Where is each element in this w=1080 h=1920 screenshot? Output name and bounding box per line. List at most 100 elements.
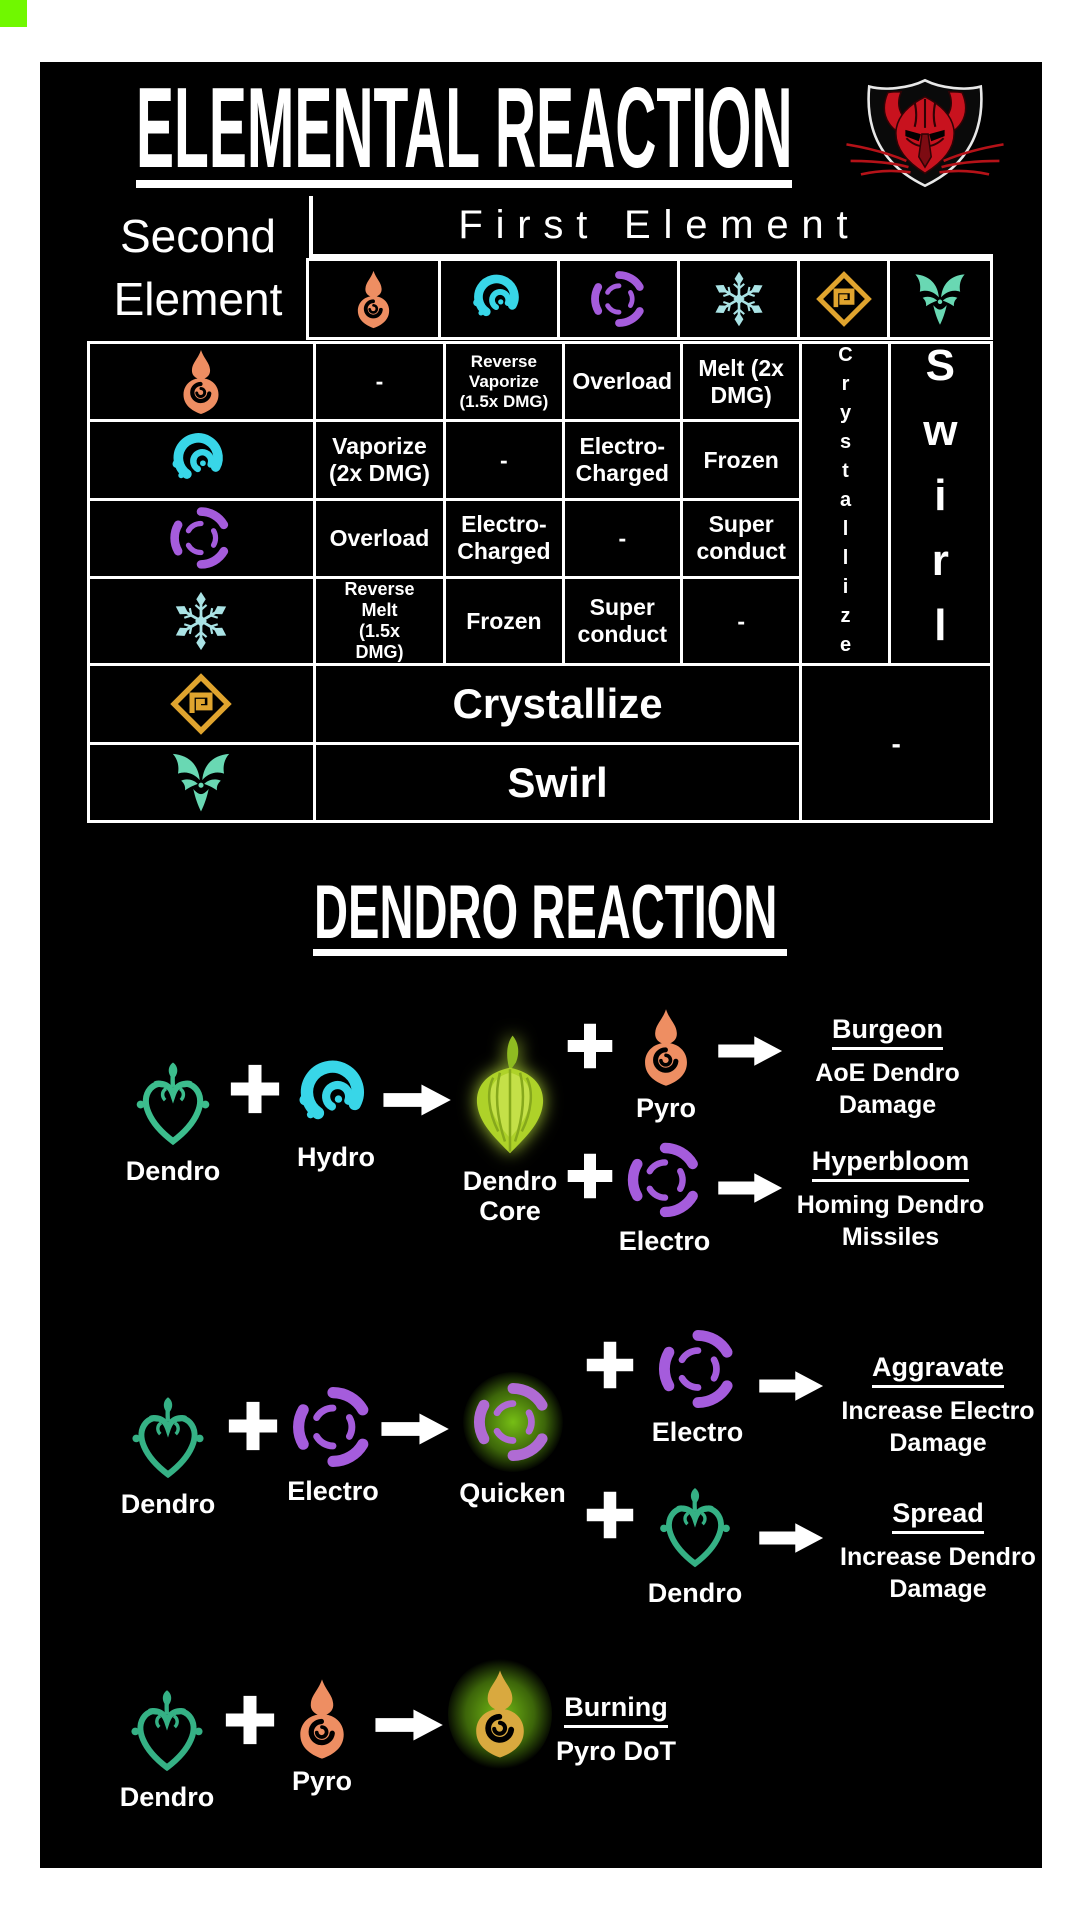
green-glow [448,1658,552,1770]
table-cell-hydro-hydro: - [446,422,562,498]
element-label: Electro [651,1417,744,1447]
plus-icon [229,1063,281,1115]
page-title: ELEMENTAL REACTION [136,65,793,192]
reaction-description: Pyro DoT [555,1736,676,1766]
element-label: Electro [618,1226,711,1256]
dendro-icon [125,1387,211,1483]
arrow-right-icon [752,1368,832,1404]
reaction-description: Homing Dendro Missiles [796,1191,985,1251]
green-glow [462,1372,563,1472]
geo-icon [815,270,873,328]
chain1-dendro-core: Dendro Core [452,1034,568,1226]
plus-icon [585,1340,635,1390]
table-cell-electro-hydro: Electro-Charged [446,500,562,577]
reaction-description: Increase Dendro Damage [840,1543,1036,1603]
table-cell-pyro-hydro: Reverse Vaporize (1.5x DMG) [446,344,562,420]
hydro-icon [295,1054,377,1136]
electro-icon [656,1327,740,1411]
chain1-hydro: Hydro [281,1054,391,1172]
table-cell-cryo-hydro: Frozen [446,579,562,664]
chain3-pyro: Pyro [272,1678,372,1796]
hydro-column-header [440,261,558,337]
reaction-table: - Reverse Vaporize (1.5x DMG) Overload M… [87,341,993,823]
hyperbloom-result: Hyperbloom Homing Dendro Missiles [788,1146,993,1253]
chain1-dendro: Dendro [118,1052,228,1186]
electro-icon [290,1384,376,1470]
table-cell-hydro-pyro: Vaporize (2x DMG) [315,422,444,498]
crystallize-row-cell: Crystallize [315,666,800,742]
geo-icon [169,672,233,736]
element-label: Quicken [459,1478,566,1508]
reaction-description: Increase Electro Damage [841,1397,1035,1457]
burning-icon [466,1669,534,1759]
electro-icon [625,1140,705,1220]
dendro-core-icon [468,1034,552,1160]
pyro-icon [176,349,226,415]
arrow-right-icon [752,1520,832,1556]
table-cell-pyro-electro: Overload [564,344,680,420]
dendro-section-title: DENDRO REACTION [314,870,778,955]
anemo-icon [169,750,233,814]
chain2-branch-dendro: Dendro [640,1478,750,1608]
second-element-header-line1: Second [119,210,276,262]
plus-icon [224,1694,276,1746]
table-cell-cryo-electro: Super conduct [564,579,680,664]
green-corner-square [0,0,27,27]
chain1-branch-pyro: Pyro [616,1008,716,1123]
geo-anemo-dash-cell: - [802,666,990,820]
spread-result: Spread Increase Dendro Damage [838,1498,1038,1605]
reaction-name: Spread [892,1498,984,1534]
pyro-row-header [90,344,313,420]
table-cell-cryo-pyro: Reverse Melt (1.5x DMG) [315,579,444,664]
red-demon-shield-logo-icon [846,78,1004,188]
pyro-icon [291,1678,353,1760]
pyro-icon [351,270,396,329]
chain2-dendro: Dendro [113,1387,223,1519]
cryo-icon [170,590,232,652]
chain2-quicken-result: Quicken [455,1372,570,1508]
table-cell-electro-pyro: Overload [315,500,444,577]
table-cell-hydro-electro: Electro-Charged [564,422,680,498]
burgeon-result: Burgeon AoE Dendro Damage [795,1014,980,1121]
plus-icon [227,1400,279,1452]
table-cell-pyro-cryo: Melt (2x DMG) [682,344,800,420]
first-element-icon-row [306,258,993,340]
chain3-dendro: Dendro [112,1680,222,1812]
crystallize-vertical-cell: Crystallize [802,344,888,664]
swirl-vertical-cell: Swirl [890,341,990,666]
electro-icon [589,269,649,329]
quicken-icon [471,1380,555,1464]
table-cell-cryo-cryo: - [682,579,800,664]
plus-icon [585,1490,635,1540]
anemo-icon [912,271,968,327]
element-label: Dendro [647,1578,743,1608]
hydro-icon [470,270,528,328]
dendro-icon [129,1052,217,1150]
arrow-right-icon [712,1170,790,1206]
table-cell-electro-electro: - [564,500,680,577]
chain2-branch-electro: Electro [645,1327,750,1447]
table-cell-hydro-cryo: Frozen [682,422,800,498]
plus-icon [566,1152,614,1200]
table-cell-pyro-pyro: - [315,344,444,420]
burning-result: Burning Pyro DoT [531,1692,701,1767]
plus-icon [566,1022,614,1070]
element-label: Pyro [635,1093,697,1123]
element-label: Dendro Core [462,1166,558,1226]
reaction-description: AoE Dendro Damage [815,1059,960,1119]
reaction-name: Aggravate [871,1352,1005,1388]
geo-column-header [800,261,887,337]
pyro-column-header [309,261,438,337]
chain2-electro: Electro [278,1384,388,1506]
dendro-title-underline [313,949,787,956]
hydro-row-header [90,422,313,498]
first-element-header: First Element [458,202,861,247]
title-underline [136,180,792,188]
second-element-header: Second Element [87,198,309,338]
arrow-right-icon [378,1081,458,1119]
dendro-icon [124,1680,210,1776]
arrow-right-icon [370,1706,450,1744]
cryo-icon [710,270,768,328]
anemo-column-header [889,261,990,337]
